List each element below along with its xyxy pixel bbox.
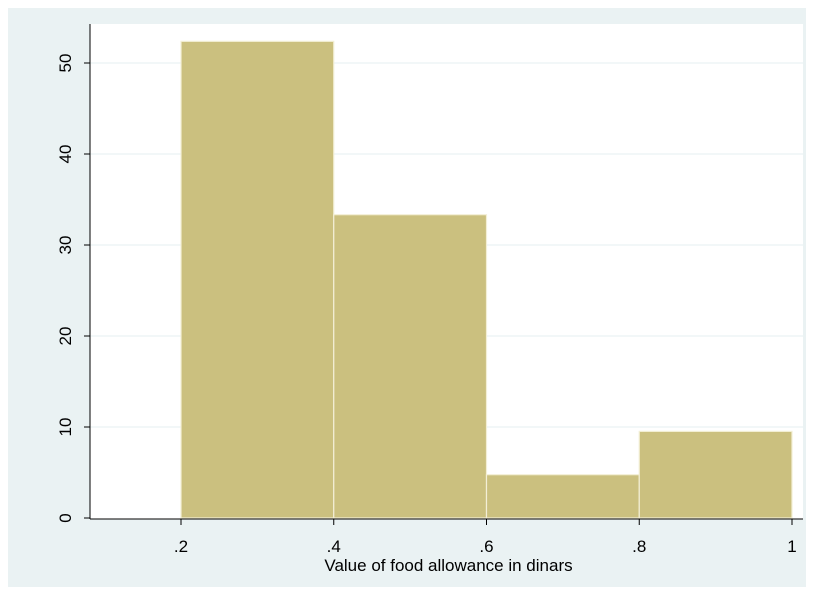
- histogram-bar-1: [180, 40, 335, 519]
- y-tick-label: 20: [56, 327, 75, 346]
- y-tick-label: 30: [56, 236, 75, 255]
- x-axis-ticks: .2 .4 .6 .8 1: [174, 519, 797, 556]
- histogram-bar-4: [638, 430, 793, 519]
- x-tick-label: .4: [327, 537, 341, 556]
- x-tick-label: .2: [174, 537, 188, 556]
- x-tick-label: .8: [632, 537, 646, 556]
- y-axis-ticks: 0 10 20 30 40 50: [56, 54, 90, 523]
- y-tick-label: 0: [56, 513, 75, 522]
- y-tick-label: 50: [56, 54, 75, 73]
- axes: [89, 24, 803, 520]
- histogram-bar-2: [333, 214, 488, 519]
- bars: [180, 40, 793, 519]
- histogram-bar-3: [485, 474, 640, 519]
- x-axis-title: Value of food allowance in dinars: [324, 556, 572, 575]
- y-tick-label: 10: [56, 418, 75, 437]
- x-tick-label: .6: [479, 537, 493, 556]
- y-tick-label: 40: [56, 145, 75, 164]
- x-tick-label: 1: [787, 537, 796, 556]
